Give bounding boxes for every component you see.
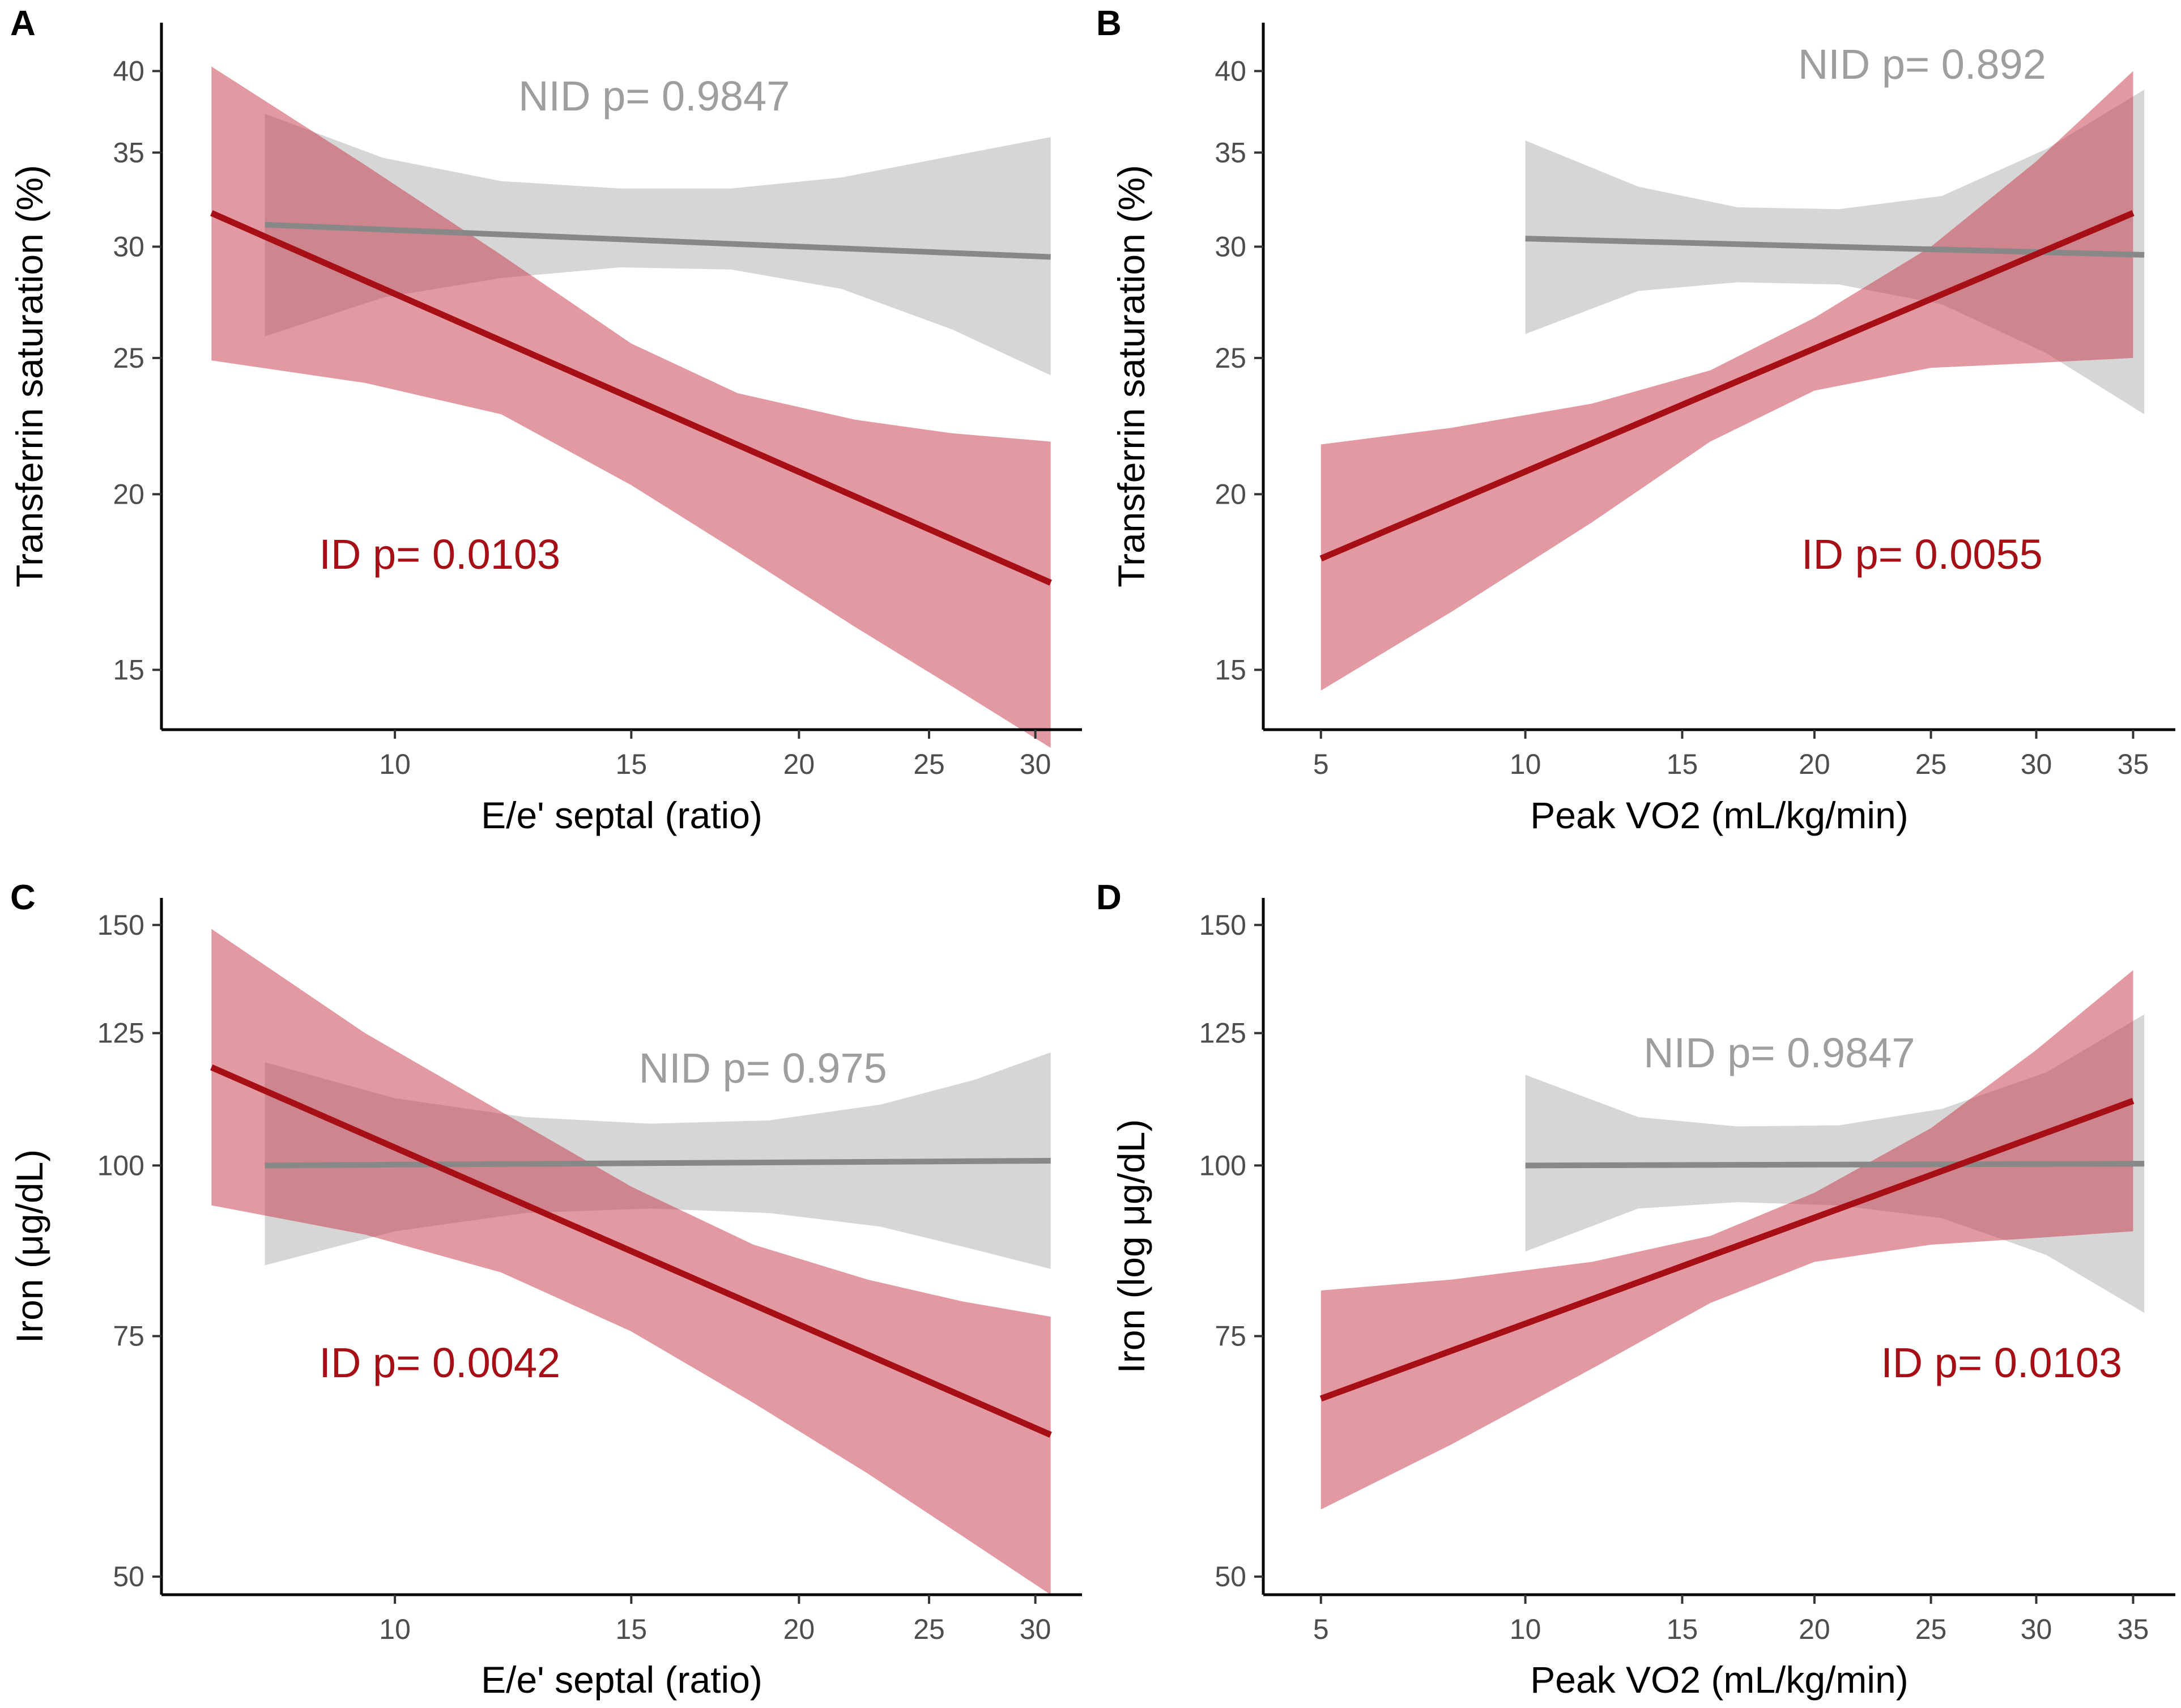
panel-a-nid-confidence-band — [265, 113, 1051, 376]
panel-c-x-tick-label: 20 — [783, 1613, 815, 1645]
panel-c-id-fit-line — [210, 1064, 1052, 1438]
panel-d-x-tick-label: 35 — [2118, 1613, 2149, 1645]
panel-b-letter: B — [1096, 4, 1122, 43]
panel-d-nid-p-value: NID p= 0.9847 — [1643, 1029, 1915, 1076]
panel-b-id-p-value: ID p= 0.0055 — [1801, 531, 2043, 578]
panel-c-x-tick-label: 25 — [913, 1613, 945, 1645]
panel-d-id-p-value: ID p= 0.0103 — [1881, 1339, 2122, 1386]
panel-a-x-tick-label: 15 — [616, 748, 648, 780]
panel-c-y-tick-label: 50 — [113, 1561, 144, 1592]
panel-d-x-tick-label: 15 — [1667, 1613, 1698, 1645]
panel-d-x-tick-label: 5 — [1313, 1613, 1329, 1645]
panel-b-id-confidence-band — [1320, 71, 2133, 691]
panel-a-x-tick-label: 20 — [783, 748, 815, 780]
panel-a-x-tick-label: 30 — [1020, 748, 1051, 780]
panel-b-x-tick-label: 25 — [1915, 748, 1947, 780]
panel-c-x-tick-label: 10 — [379, 1613, 411, 1645]
panel-a-id-fit-line — [210, 210, 1052, 586]
panel-d: D NID p= 0.9847 ID p= 0.0103 5 10 15 20 25 30 35 5… — [1096, 878, 2175, 1701]
panel-a-y-tick-label: 35 — [113, 137, 144, 168]
panel-b-y-tick-label: 40 — [1215, 55, 1246, 87]
panel-b-y-tick-label: 25 — [1215, 342, 1246, 374]
panel-c-x-tick-label: 15 — [616, 1613, 648, 1645]
panel-b-nid-p-value: NID p= 0.892 — [1798, 41, 2046, 88]
panel-b-x-tick-label: 5 — [1313, 748, 1329, 780]
panel-c-id-p-value: ID p= 0.0042 — [319, 1339, 560, 1386]
panel-a-id-p-value: ID p= 0.0103 — [319, 531, 560, 578]
panel-a-y-tick-label: 30 — [113, 231, 144, 262]
panel-b-nid-confidence-band — [1525, 90, 2145, 415]
panel-c-id-confidence-band — [211, 928, 1051, 1595]
panel-b-x-axis-title: Peak VO2 (mL/kg/min) — [1530, 794, 1909, 836]
panel-c-y-tick-label: 75 — [113, 1321, 144, 1352]
panel-b-x-tick-label: 35 — [2118, 748, 2149, 780]
panel-a: A NID p= 0.9847 ID p= 0.0103 10 15 20 25 30 15 20… — [8, 4, 1082, 836]
panel-d-x-axis-title: Peak VO2 (mL/kg/min) — [1530, 1659, 1909, 1701]
panel-d-x-tick-label: 20 — [1799, 1613, 1830, 1645]
panel-c-letter: C — [10, 878, 36, 917]
panel-d-nid-fit-line — [1525, 1161, 2145, 1169]
panel-a-y-axis-title: Transferrin saturation (%) — [8, 165, 50, 587]
panel-c-y-tick-label: 125 — [97, 1017, 144, 1049]
panel-b: B NID p= 0.892 ID p= 0.0055 5 10 15 20 25 30 35 15… — [1096, 4, 2175, 836]
panel-c-y-tick-label: 150 — [97, 909, 144, 941]
panel-d-y-tick-label: 125 — [1199, 1017, 1246, 1049]
panel-b-y-tick-label: 30 — [1215, 231, 1246, 262]
panel-b-id-fit-line — [1319, 210, 2135, 561]
panel-b-y-tick-label: 20 — [1215, 478, 1246, 510]
panel-d-id-fit-line — [1319, 1098, 2135, 1402]
panel-b-x-tick-label: 30 — [2021, 748, 2052, 780]
panel-d-x-tick-label: 30 — [2021, 1613, 2052, 1645]
panel-b-x-tick-label: 10 — [1510, 748, 1541, 780]
panel-a-y-tick-label: 15 — [113, 654, 144, 685]
panel-b-x-tick-label: 20 — [1799, 748, 1830, 780]
panel-a-y-tick-label: 20 — [113, 478, 144, 510]
panel-c-x-tick-label: 30 — [1020, 1613, 1051, 1645]
panel-a-nid-fit-line — [265, 222, 1051, 260]
panel-d-y-tick-label: 75 — [1215, 1321, 1246, 1352]
panel-c-y-axis-title: Iron (μg/dL) — [8, 1149, 50, 1344]
panel-a-x-axis-title: E/e' septal (ratio) — [481, 794, 763, 836]
panel-b-y-tick-label: 15 — [1215, 654, 1246, 685]
panel-c-nid-fit-line — [265, 1157, 1051, 1169]
panel-a-y-tick-label: 40 — [113, 55, 144, 87]
panel-a-letter: A — [10, 4, 36, 43]
panel-c: C NID p= 0.975 ID p= 0.0042 10 15 20 25 30 50 75 1… — [8, 878, 1082, 1701]
panel-a-x-tick-label: 25 — [913, 748, 945, 780]
panel-a-id-confidence-band — [211, 66, 1051, 748]
panel-c-y-tick-label: 100 — [97, 1149, 144, 1181]
panel-d-x-tick-label: 10 — [1510, 1613, 1541, 1645]
panel-b-y-axis-title: Transferrin saturation (%) — [1110, 165, 1152, 587]
panel-b-y-tick-label: 35 — [1215, 137, 1246, 168]
panel-b-x-tick-label: 15 — [1667, 748, 1698, 780]
panel-d-x-tick-label: 25 — [1915, 1613, 1947, 1645]
panel-d-letter: D — [1096, 878, 1122, 917]
panel-d-y-axis-title: Iron (log μg/dL) — [1110, 1119, 1152, 1374]
panel-a-x-tick-label: 10 — [379, 748, 411, 780]
panel-c-nid-p-value: NID p= 0.975 — [639, 1045, 887, 1092]
panel-d-y-tick-label: 50 — [1215, 1561, 1246, 1592]
panel-d-y-tick-label: 100 — [1199, 1149, 1246, 1181]
panel-d-y-tick-label: 150 — [1199, 909, 1246, 941]
panel-d-id-confidence-band — [1320, 970, 2133, 1510]
panel-c-x-axis-title: E/e' septal (ratio) — [481, 1659, 763, 1701]
panel-a-nid-p-value: NID p= 0.9847 — [518, 73, 790, 120]
panel-a-y-tick-label: 25 — [113, 342, 144, 374]
